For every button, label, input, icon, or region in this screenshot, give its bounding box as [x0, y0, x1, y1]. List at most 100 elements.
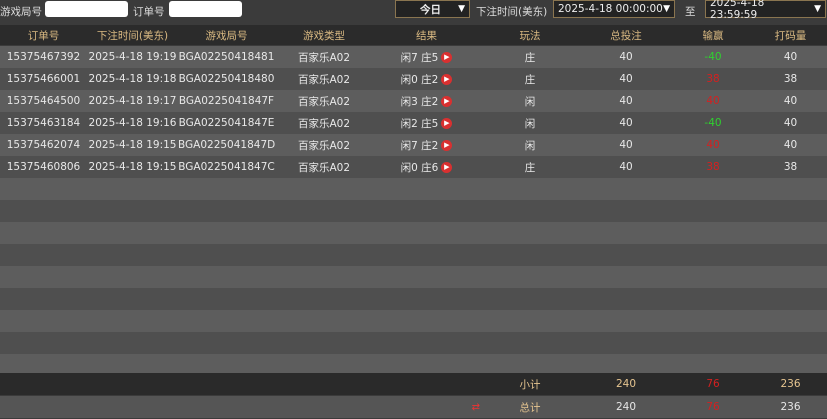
- to-label: 至: [685, 6, 696, 18]
- time-text: 2025-4-18 19:18: [88, 73, 177, 85]
- bet-text: 闲: [524, 117, 536, 130]
- subtotal-row: 小计 240 76 236: [0, 373, 827, 395]
- cell-round: BGA0225041847F: [178, 95, 275, 107]
- cell-turnover: 40: [754, 117, 827, 129]
- total-text: 40: [619, 51, 633, 63]
- cell-time: 2025-4-18 19:15: [87, 161, 178, 173]
- column-header: 输赢: [702, 29, 724, 42]
- play-icon[interactable]: ▶: [441, 96, 453, 107]
- period-select[interactable]: 今日 ▼: [395, 0, 470, 18]
- order-text: 15375460806: [6, 161, 81, 173]
- cell-total: 40: [580, 161, 672, 173]
- time-text: 2025-4-18 19:17: [88, 95, 177, 107]
- order-text: 15375466001: [6, 73, 81, 85]
- cell-time: 2025-4-18 19:17: [87, 95, 178, 107]
- cell-order: 15375460806: [0, 161, 87, 173]
- empty-row: [0, 354, 827, 376]
- column-header: 订单号: [27, 29, 60, 42]
- column-header: 游戏局号: [205, 29, 248, 42]
- play-icon[interactable]: ▶: [441, 140, 453, 151]
- cell-winloss: -40: [672, 117, 754, 129]
- order-text: 15375467392: [6, 51, 81, 63]
- end-date-value: 2025-4-18 23:59:59: [710, 0, 765, 21]
- type-text: 百家乐A02: [297, 51, 351, 64]
- table-row: 15375460806 2025-4-18 19:15 BGA0225041847C…: [0, 156, 827, 178]
- game-round-input[interactable]: [45, 1, 128, 17]
- result-text: 闲0 庄2: [400, 73, 439, 86]
- winloss-text: 38: [706, 161, 720, 173]
- play-icon[interactable]: ▶: [441, 162, 453, 173]
- turnover-text: 40: [783, 51, 798, 63]
- end-date-select[interactable]: 2025-4-18 23:59:59 ▼: [705, 0, 826, 21]
- cell-result: 闲0 庄6 ▶: [373, 160, 480, 175]
- cell-order: 15375467392: [0, 51, 87, 63]
- cell-turnover: 38: [754, 73, 827, 85]
- cell-winloss: 38: [672, 73, 754, 85]
- result-text: 闲3 庄2: [400, 95, 439, 108]
- cell-time: 2025-4-18 19:19: [87, 51, 178, 63]
- bet-text: 庄: [524, 161, 536, 174]
- cell-time: 2025-4-18 19:18: [87, 73, 178, 85]
- start-date-select[interactable]: 2025-4-18 00:00:00 ▼: [553, 0, 675, 18]
- cell-turnover: 40: [754, 51, 827, 63]
- time-text: 2025-4-18 19:19: [88, 51, 177, 63]
- empty-row: [0, 266, 827, 288]
- cell-round: BGA02250418481: [178, 51, 275, 63]
- chevron-down-icon: ▼: [814, 4, 821, 14]
- chevron-down-icon: ▼: [458, 4, 465, 14]
- type-text: 百家乐A02: [297, 95, 351, 108]
- order-text: 15375463184: [6, 117, 81, 129]
- subtotal-winloss: 76: [706, 378, 720, 390]
- cell-total: 40: [580, 73, 672, 85]
- empty-row: [0, 222, 827, 244]
- type-text: 百家乐A02: [297, 117, 351, 130]
- order-input[interactable]: [169, 1, 242, 17]
- turnover-text: 38: [783, 73, 798, 85]
- bet-text: 闲: [524, 139, 536, 152]
- column-header: 下注时间(美东): [96, 29, 169, 42]
- play-icon[interactable]: ▶: [441, 52, 453, 63]
- empty-row: [0, 244, 827, 266]
- cell-turnover: 38: [754, 161, 827, 173]
- play-icon[interactable]: ▶: [441, 118, 453, 129]
- cell-bet: 闲: [480, 116, 580, 131]
- result-text: 闲7 庄2: [400, 139, 439, 152]
- result-text: 闲0 庄6: [400, 161, 439, 174]
- table-row: 15375464500 2025-4-18 19:17 BGA0225041847F…: [0, 90, 827, 112]
- round-text: BGA0225041847E: [178, 117, 275, 129]
- cell-turnover: 40: [754, 139, 827, 151]
- cell-order: 15375462074: [0, 139, 87, 151]
- total-text: 40: [619, 161, 633, 173]
- cell-bet: 庄: [480, 160, 580, 175]
- empty-row: [0, 288, 827, 310]
- winloss-text: -40: [704, 51, 722, 63]
- result-text: 闲7 庄5: [400, 51, 439, 64]
- cell-order: 15375463184: [0, 117, 87, 129]
- cell-winloss: 40: [672, 95, 754, 107]
- empty-row: [0, 178, 827, 200]
- cell-round: BGA02250418480: [178, 73, 275, 85]
- cell-round: BGA0225041847C: [178, 161, 275, 173]
- play-icon[interactable]: ▶: [441, 74, 453, 85]
- column-header: 打码量: [774, 29, 807, 42]
- bet-text: 闲: [524, 95, 536, 108]
- type-text: 百家乐A02: [297, 139, 351, 152]
- cell-result: 闲3 庄2 ▶: [373, 94, 480, 109]
- cell-winloss: 40: [672, 139, 754, 151]
- type-text: 百家乐A02: [297, 161, 351, 174]
- game-round-label: 游戏局号: [0, 6, 42, 18]
- cell-bet: 庄: [480, 50, 580, 65]
- refresh-icon[interactable]: ⇄: [471, 402, 480, 413]
- period-value: 今日: [420, 3, 441, 16]
- cell-order: 15375466001: [0, 73, 87, 85]
- cell-result: 闲7 庄5 ▶: [373, 50, 480, 65]
- round-text: BGA0225041847C: [178, 161, 275, 173]
- chevron-down-icon: ▼: [663, 4, 670, 14]
- turnover-text: 40: [783, 117, 798, 129]
- cell-type: 百家乐A02: [275, 94, 373, 109]
- column-header: 游戏类型: [303, 29, 345, 42]
- start-date-value: 2025-4-18 00:00:00: [558, 3, 663, 15]
- winloss-text: -40: [704, 117, 722, 129]
- total-text: 40: [619, 139, 633, 151]
- cell-type: 百家乐A02: [275, 72, 373, 87]
